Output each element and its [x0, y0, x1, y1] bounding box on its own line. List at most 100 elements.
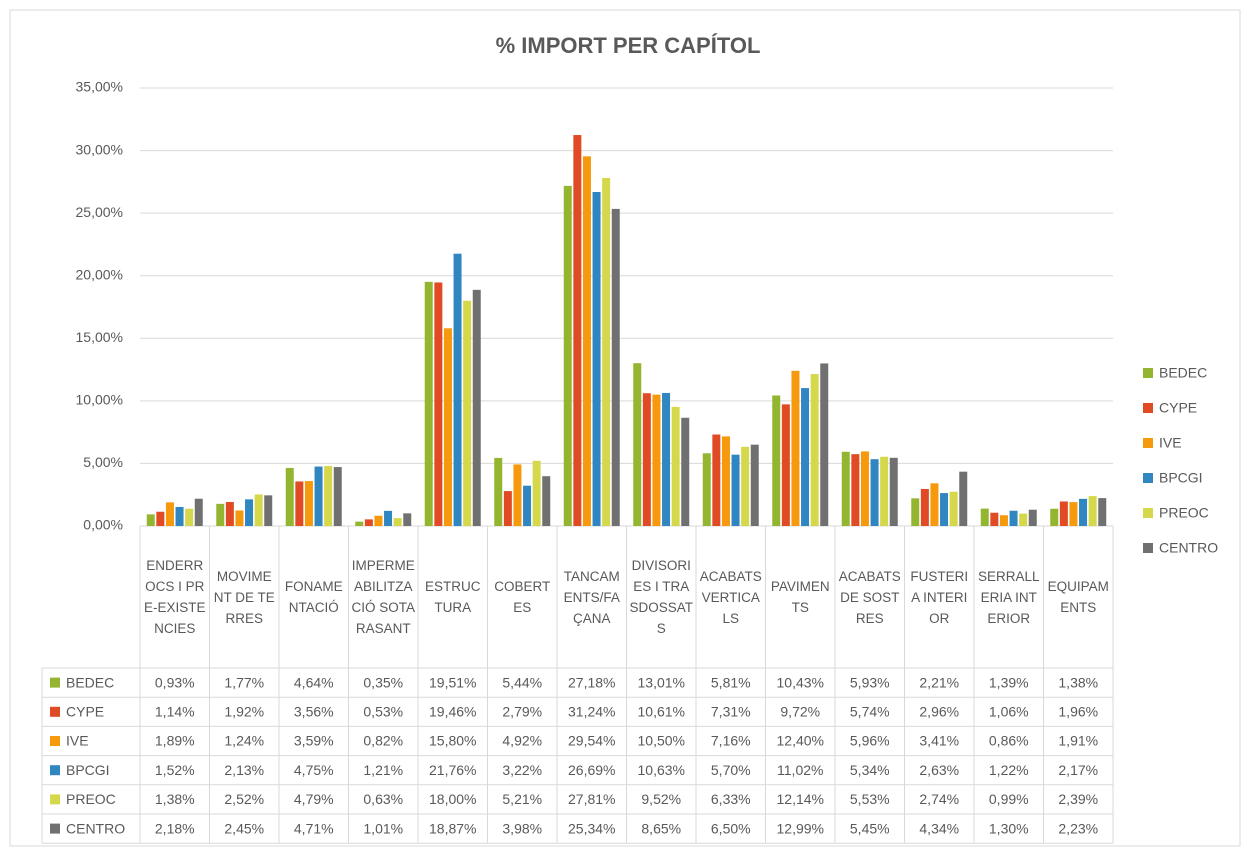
table-series-name: BEDEC [66, 674, 114, 690]
table-value: 1,30% [989, 820, 1029, 836]
y-tick-label: 30,00% [76, 141, 123, 157]
table-value: 29,54% [568, 733, 615, 749]
table-value: 2,21% [919, 674, 959, 690]
bar [662, 392, 671, 526]
bar [254, 494, 263, 526]
x-tick-label-box: DIVISORIES I TRASDOSSATS [629, 558, 694, 636]
bar [264, 495, 273, 526]
table-value: 15,80% [429, 733, 476, 749]
table-value: 1,39% [989, 674, 1029, 690]
bar [424, 281, 433, 526]
bar [801, 388, 810, 526]
table-value: 0,63% [363, 791, 403, 807]
table-value: 0,35% [363, 674, 403, 690]
table-value: 7,31% [711, 704, 751, 720]
x-tick-label: ESTRUCTURA [424, 579, 481, 615]
legend-key [1143, 438, 1153, 448]
bar [652, 394, 661, 526]
table-value: 5,34% [850, 762, 890, 778]
table-legend-key [50, 794, 60, 805]
table-value: 5,96% [850, 733, 890, 749]
bar [980, 508, 989, 526]
x-tick-label-box: SERRALLERIA INTERIOR [978, 569, 1040, 626]
table-value: 3,98% [502, 820, 542, 836]
legend-key [1143, 473, 1153, 483]
table-value: 5,21% [502, 791, 542, 807]
table-value: 19,46% [429, 704, 476, 720]
x-tick-label: DIVISORIES I TRASDOSSATS [629, 558, 694, 636]
x-tick-label-box: MOVIMENT DE TERRES [213, 568, 275, 626]
y-tick-label: 20,00% [76, 266, 123, 282]
table-value: 2,74% [919, 791, 959, 807]
bar [642, 393, 651, 526]
bar [990, 512, 999, 526]
table-value: 31,24% [568, 704, 615, 720]
table-value: 10,50% [638, 733, 685, 749]
table-value: 1,52% [155, 762, 195, 778]
table-value: 5,45% [850, 820, 890, 836]
bar [671, 406, 680, 526]
chart-frame [9, 9, 1241, 847]
bar [503, 491, 512, 526]
bar [194, 498, 203, 526]
bar [1019, 513, 1028, 526]
x-tick-label-box: ENDERROCS I PRE-EXISTENCIES [144, 558, 206, 636]
table-value: 1,77% [224, 674, 264, 690]
x-tick-label: MOVIMENT DE TERRES [213, 568, 275, 626]
bar [772, 395, 781, 526]
table-value: 2,63% [919, 762, 959, 778]
bar [355, 521, 364, 526]
x-tick-label-box: ACABATS VERTICALS [699, 568, 762, 626]
x-tick-label-box: PAVIMENTS [771, 579, 830, 615]
x-tick-label-box: IMPERMEABILITZACIÓ SOTA RASANT [351, 558, 416, 636]
bar [384, 510, 393, 526]
y-tick-label: 10,00% [76, 392, 123, 408]
bar [911, 498, 920, 526]
table-value: 11,02% [777, 762, 823, 778]
bar [731, 454, 740, 526]
legend-label: BEDEC [1159, 365, 1207, 381]
table-value: 0,82% [363, 733, 403, 749]
bar [750, 444, 759, 526]
bar [216, 503, 225, 526]
bar [1098, 498, 1107, 526]
bar [374, 515, 383, 526]
bar [573, 135, 582, 526]
bar [1050, 508, 1059, 526]
bar [472, 289, 481, 526]
table-legend-key [50, 765, 60, 776]
table-value: 21,76% [429, 762, 476, 778]
table-value: 4,79% [294, 791, 334, 807]
table-series-name: CYPE [66, 704, 104, 720]
table-value: 12,14% [777, 791, 824, 807]
table-value: 5,53% [850, 791, 890, 807]
bar [285, 467, 294, 526]
table-value: 7,16% [711, 733, 751, 749]
table-value: 9,72% [780, 704, 820, 720]
table-value: 4,64% [294, 674, 334, 690]
bar [304, 481, 313, 526]
table-value: 2,18% [155, 820, 195, 836]
bar [681, 417, 690, 526]
table-value: 8,65% [641, 820, 681, 836]
bar [1069, 502, 1078, 526]
x-tick-label: ACABATS VERTICALS [699, 568, 762, 626]
table-value: 19,51% [429, 674, 476, 690]
x-tick-label: FUSTERIA INTERIOR [910, 568, 969, 626]
table-value: 5,74% [850, 704, 890, 720]
table-value: 6,50% [711, 820, 751, 836]
bar [741, 446, 750, 526]
legend-key [1143, 368, 1153, 378]
bar [494, 457, 503, 526]
table-legend-key [50, 677, 60, 688]
x-tick-label: IMPERMEABILITZACIÓ SOTA RASANT [351, 558, 416, 636]
table-value: 6,33% [711, 791, 751, 807]
bar [1079, 498, 1088, 526]
bar [434, 282, 443, 526]
bar [860, 451, 869, 526]
x-tick-label-box: COBERTES [494, 579, 550, 615]
bar [175, 506, 184, 526]
bar [513, 464, 522, 526]
x-tick-label-box: TANCAMENTS/FAÇANA [564, 569, 620, 626]
